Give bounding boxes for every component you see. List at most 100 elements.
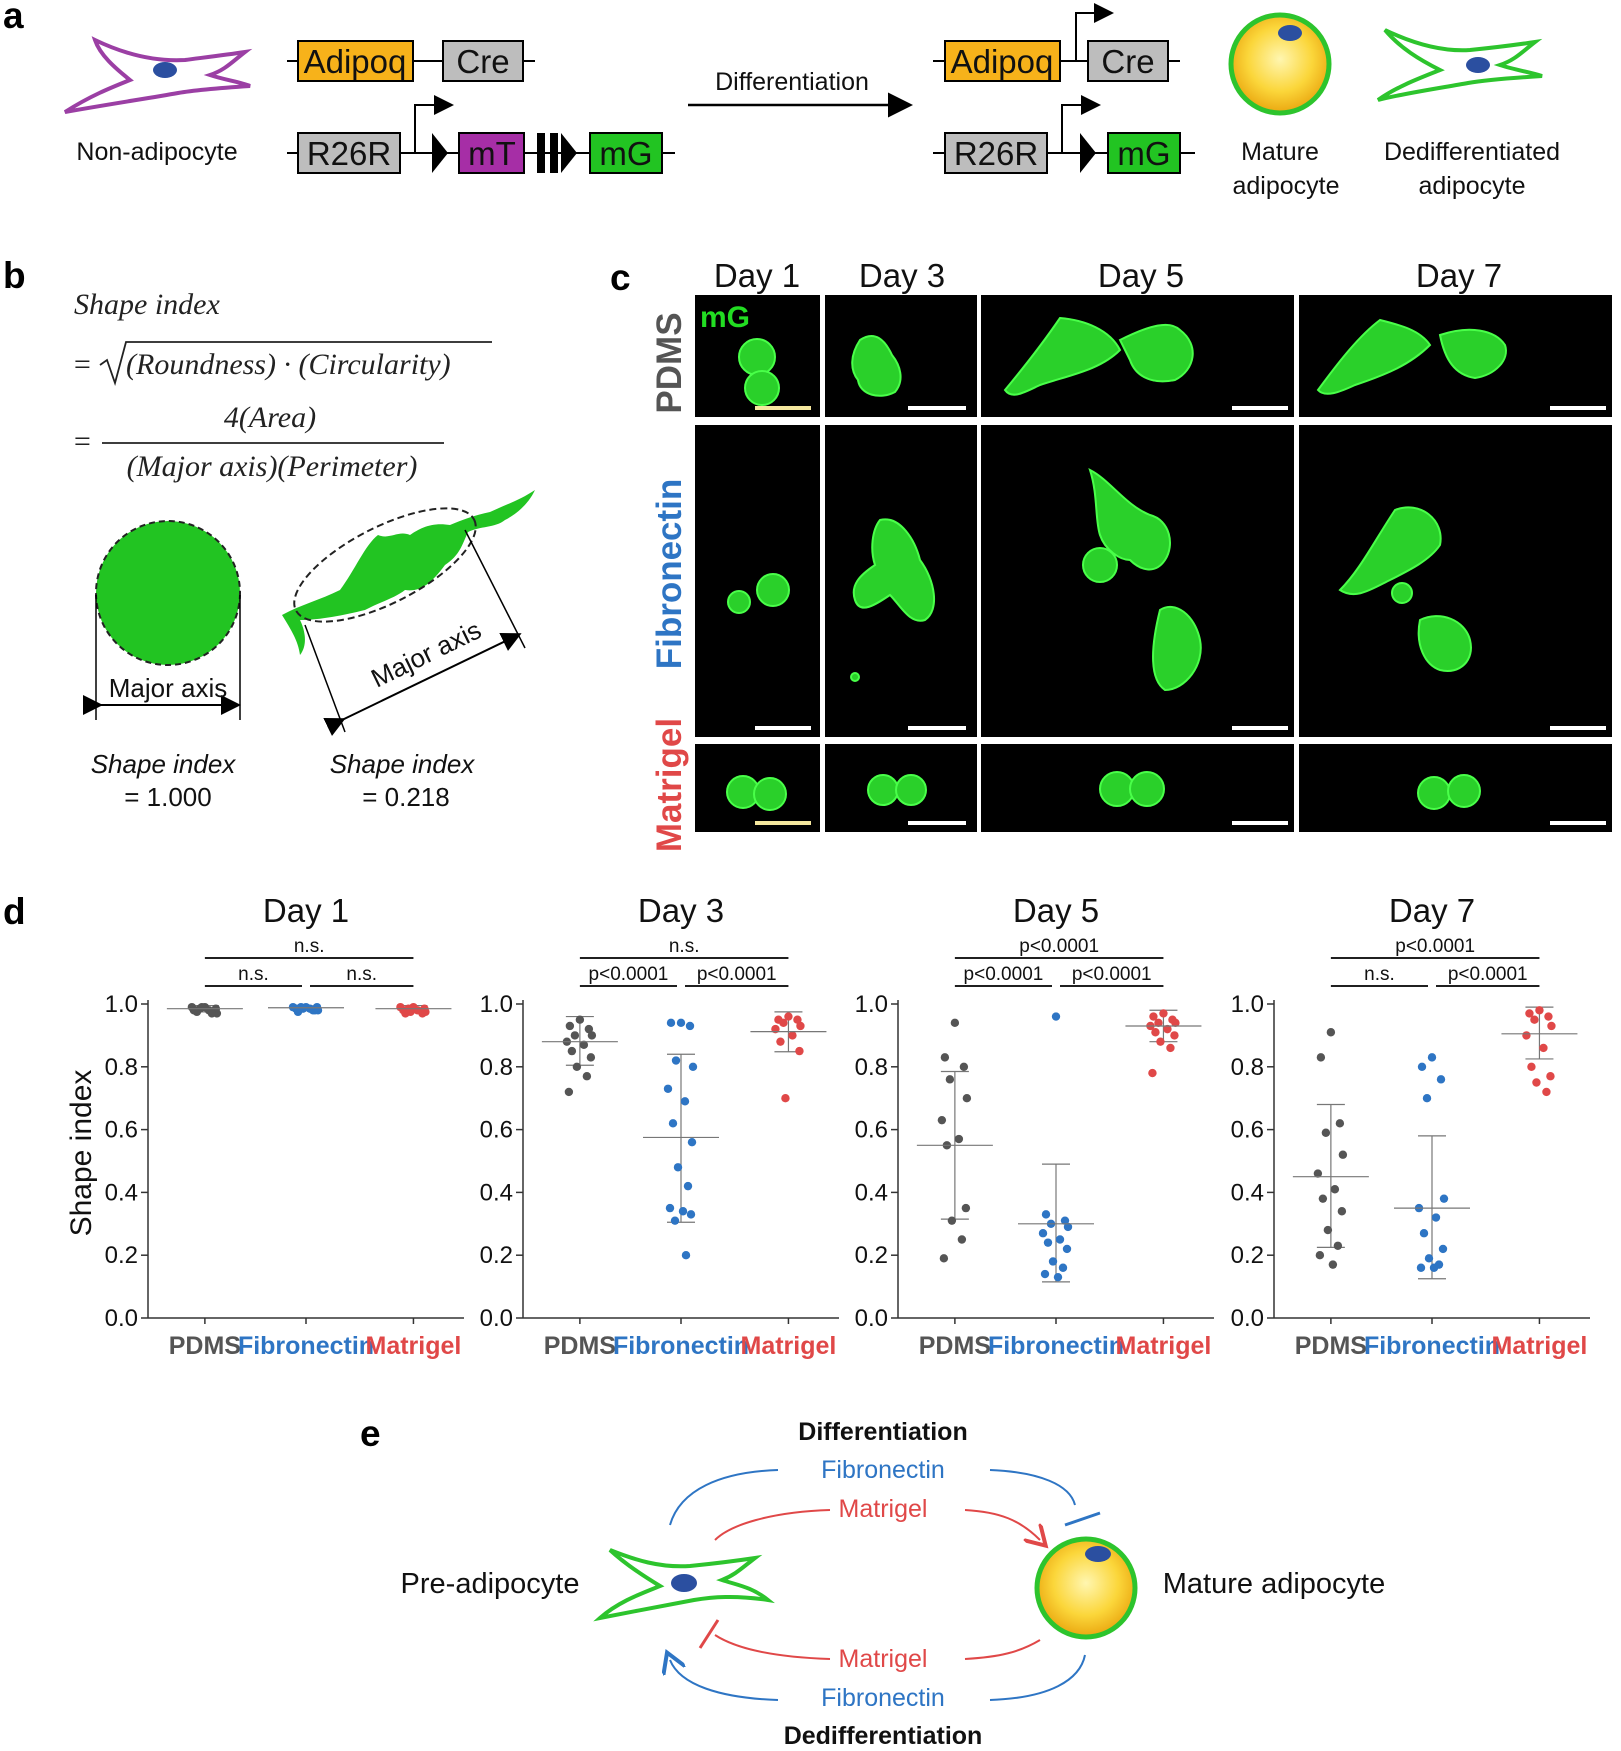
svg-text:=: =	[72, 348, 92, 381]
data-point	[961, 1203, 971, 1213]
dedifferentiated-cell-icon	[1376, 28, 1543, 102]
panel-d: d Shape index Day 1 0.0 0.2 0.4 0.6 0.8 1.0 PDM…	[3, 891, 1590, 1360]
chart-title: Day 7	[1389, 892, 1475, 929]
y-tick-label: 0.6	[1231, 1117, 1264, 1144]
x-tick-label: Matrigel	[1492, 1332, 1588, 1360]
mg-label: mG	[1117, 135, 1170, 172]
cre-box	[1087, 40, 1169, 82]
data-point	[1429, 1263, 1439, 1272]
loxp-site	[432, 133, 448, 173]
x-tick-label: Matrigel	[1116, 1332, 1212, 1360]
x-tick-label: Matrigel	[366, 1332, 462, 1360]
loxp-site	[561, 133, 577, 173]
differentiation-label: Differentiation	[715, 68, 869, 96]
data-point	[686, 1210, 696, 1219]
mature-adipocyte-icon	[1228, 12, 1332, 116]
chart-title: Day 1	[263, 892, 349, 929]
x-tick-label: Fibronectin	[238, 1332, 374, 1360]
adipoq-box	[944, 40, 1061, 82]
significance-label: p<0.0001	[1448, 964, 1528, 985]
data-point	[1431, 1213, 1441, 1222]
matrigel-diff-arc	[714, 1509, 831, 1541]
data-point	[776, 1037, 785, 1046]
data-point	[1151, 1028, 1160, 1037]
pre-adipocyte-label: Pre-adipocyte	[401, 1568, 580, 1600]
y-tick-label: 0.2	[1231, 1242, 1264, 1269]
y-tick-label: 0.8	[855, 1054, 888, 1081]
mature-adipocyte-label: Mature adipocyte	[1163, 1568, 1385, 1600]
data-point	[678, 1207, 688, 1216]
data-point	[1060, 1216, 1070, 1225]
data-point	[1438, 1244, 1448, 1254]
data-point	[681, 1251, 691, 1260]
data-point	[1163, 1024, 1172, 1034]
formula-denominator: (Major axis)(Perimeter)	[127, 450, 418, 483]
y-tick-label: 0.8	[480, 1054, 513, 1081]
mg-label: mG	[599, 135, 652, 172]
day-label: Day 7	[1416, 257, 1502, 294]
nucleus-icon	[671, 1574, 697, 1592]
x-tick-label: PDMS	[1295, 1332, 1367, 1360]
data-point	[1525, 1009, 1534, 1018]
day-label: Day 3	[859, 257, 945, 294]
scatter-panel: Day 5 0.0 0.2 0.4 0.6 0.8 1.0 PDMSFibronectinMa…	[855, 892, 1214, 1360]
formula-title: Shape index	[74, 288, 220, 321]
data-point	[1542, 1087, 1551, 1097]
data-point	[1156, 1037, 1165, 1046]
cell-shape-index-value: = 0.218	[362, 782, 449, 812]
data-point	[207, 1009, 217, 1018]
data-point	[1535, 1006, 1544, 1015]
data-point	[671, 1056, 681, 1065]
y-tick-label: 0.0	[480, 1305, 513, 1332]
data-point	[1333, 1241, 1343, 1250]
non-adipocyte-cell	[63, 36, 253, 114]
data-point	[1041, 1210, 1051, 1219]
row-label-matrigel: Matrigel	[650, 718, 689, 852]
matrigel-dediff-arc	[714, 1634, 831, 1660]
data-point	[683, 1181, 693, 1191]
data-point	[1417, 1062, 1427, 1072]
round-cell	[96, 521, 240, 665]
data-point	[1522, 1031, 1531, 1040]
y-tick-label: 0.4	[855, 1179, 888, 1206]
y-tick-label: 1.0	[480, 991, 513, 1018]
data-point	[582, 1072, 592, 1081]
circle-shape-index-value: = 1.000	[124, 782, 211, 812]
data-point	[1154, 1018, 1163, 1028]
panel-letter-d: d	[3, 891, 26, 932]
y-axis-label: Shape index	[65, 1070, 98, 1237]
data-point	[587, 1031, 597, 1040]
x-tick-label: Fibronectin	[988, 1332, 1124, 1360]
data-point	[937, 1115, 947, 1125]
data-point	[1330, 1185, 1340, 1194]
formula-sqrt: (Roundness) · (Circularity)	[126, 348, 451, 381]
data-point	[1316, 1053, 1326, 1062]
y-tick-label: 0.4	[480, 1179, 513, 1206]
data-point	[680, 1097, 690, 1106]
y-tick-label: 0.0	[855, 1305, 888, 1332]
data-point	[1055, 1235, 1065, 1244]
micrograph-tile	[1299, 425, 1612, 737]
data-point	[1315, 1251, 1325, 1260]
mature-label-2: adipocyte	[1232, 172, 1339, 200]
data-point	[1527, 1062, 1536, 1072]
data-point	[685, 1021, 695, 1031]
data-point	[784, 1012, 793, 1021]
y-tick-label: 0.2	[105, 1242, 138, 1269]
formula-numerator: 4(Area)	[224, 401, 316, 434]
data-point	[1053, 1272, 1063, 1282]
x-tick-label: PDMS	[544, 1332, 616, 1360]
data-point	[575, 1015, 585, 1024]
cre-label: Cre	[1101, 43, 1154, 80]
data-point	[1323, 1225, 1333, 1235]
data-point	[1422, 1094, 1432, 1103]
mature-label-1: Mature	[1241, 138, 1319, 166]
differentiation-label: Differentiation	[798, 1418, 967, 1446]
data-point	[676, 1018, 686, 1028]
data-point	[1338, 1150, 1348, 1159]
y-tick-label: 0.2	[855, 1242, 888, 1269]
nucleus-icon	[153, 62, 177, 78]
row-label-fibronectin: Fibronectin	[650, 479, 689, 670]
data-point	[962, 1094, 972, 1103]
